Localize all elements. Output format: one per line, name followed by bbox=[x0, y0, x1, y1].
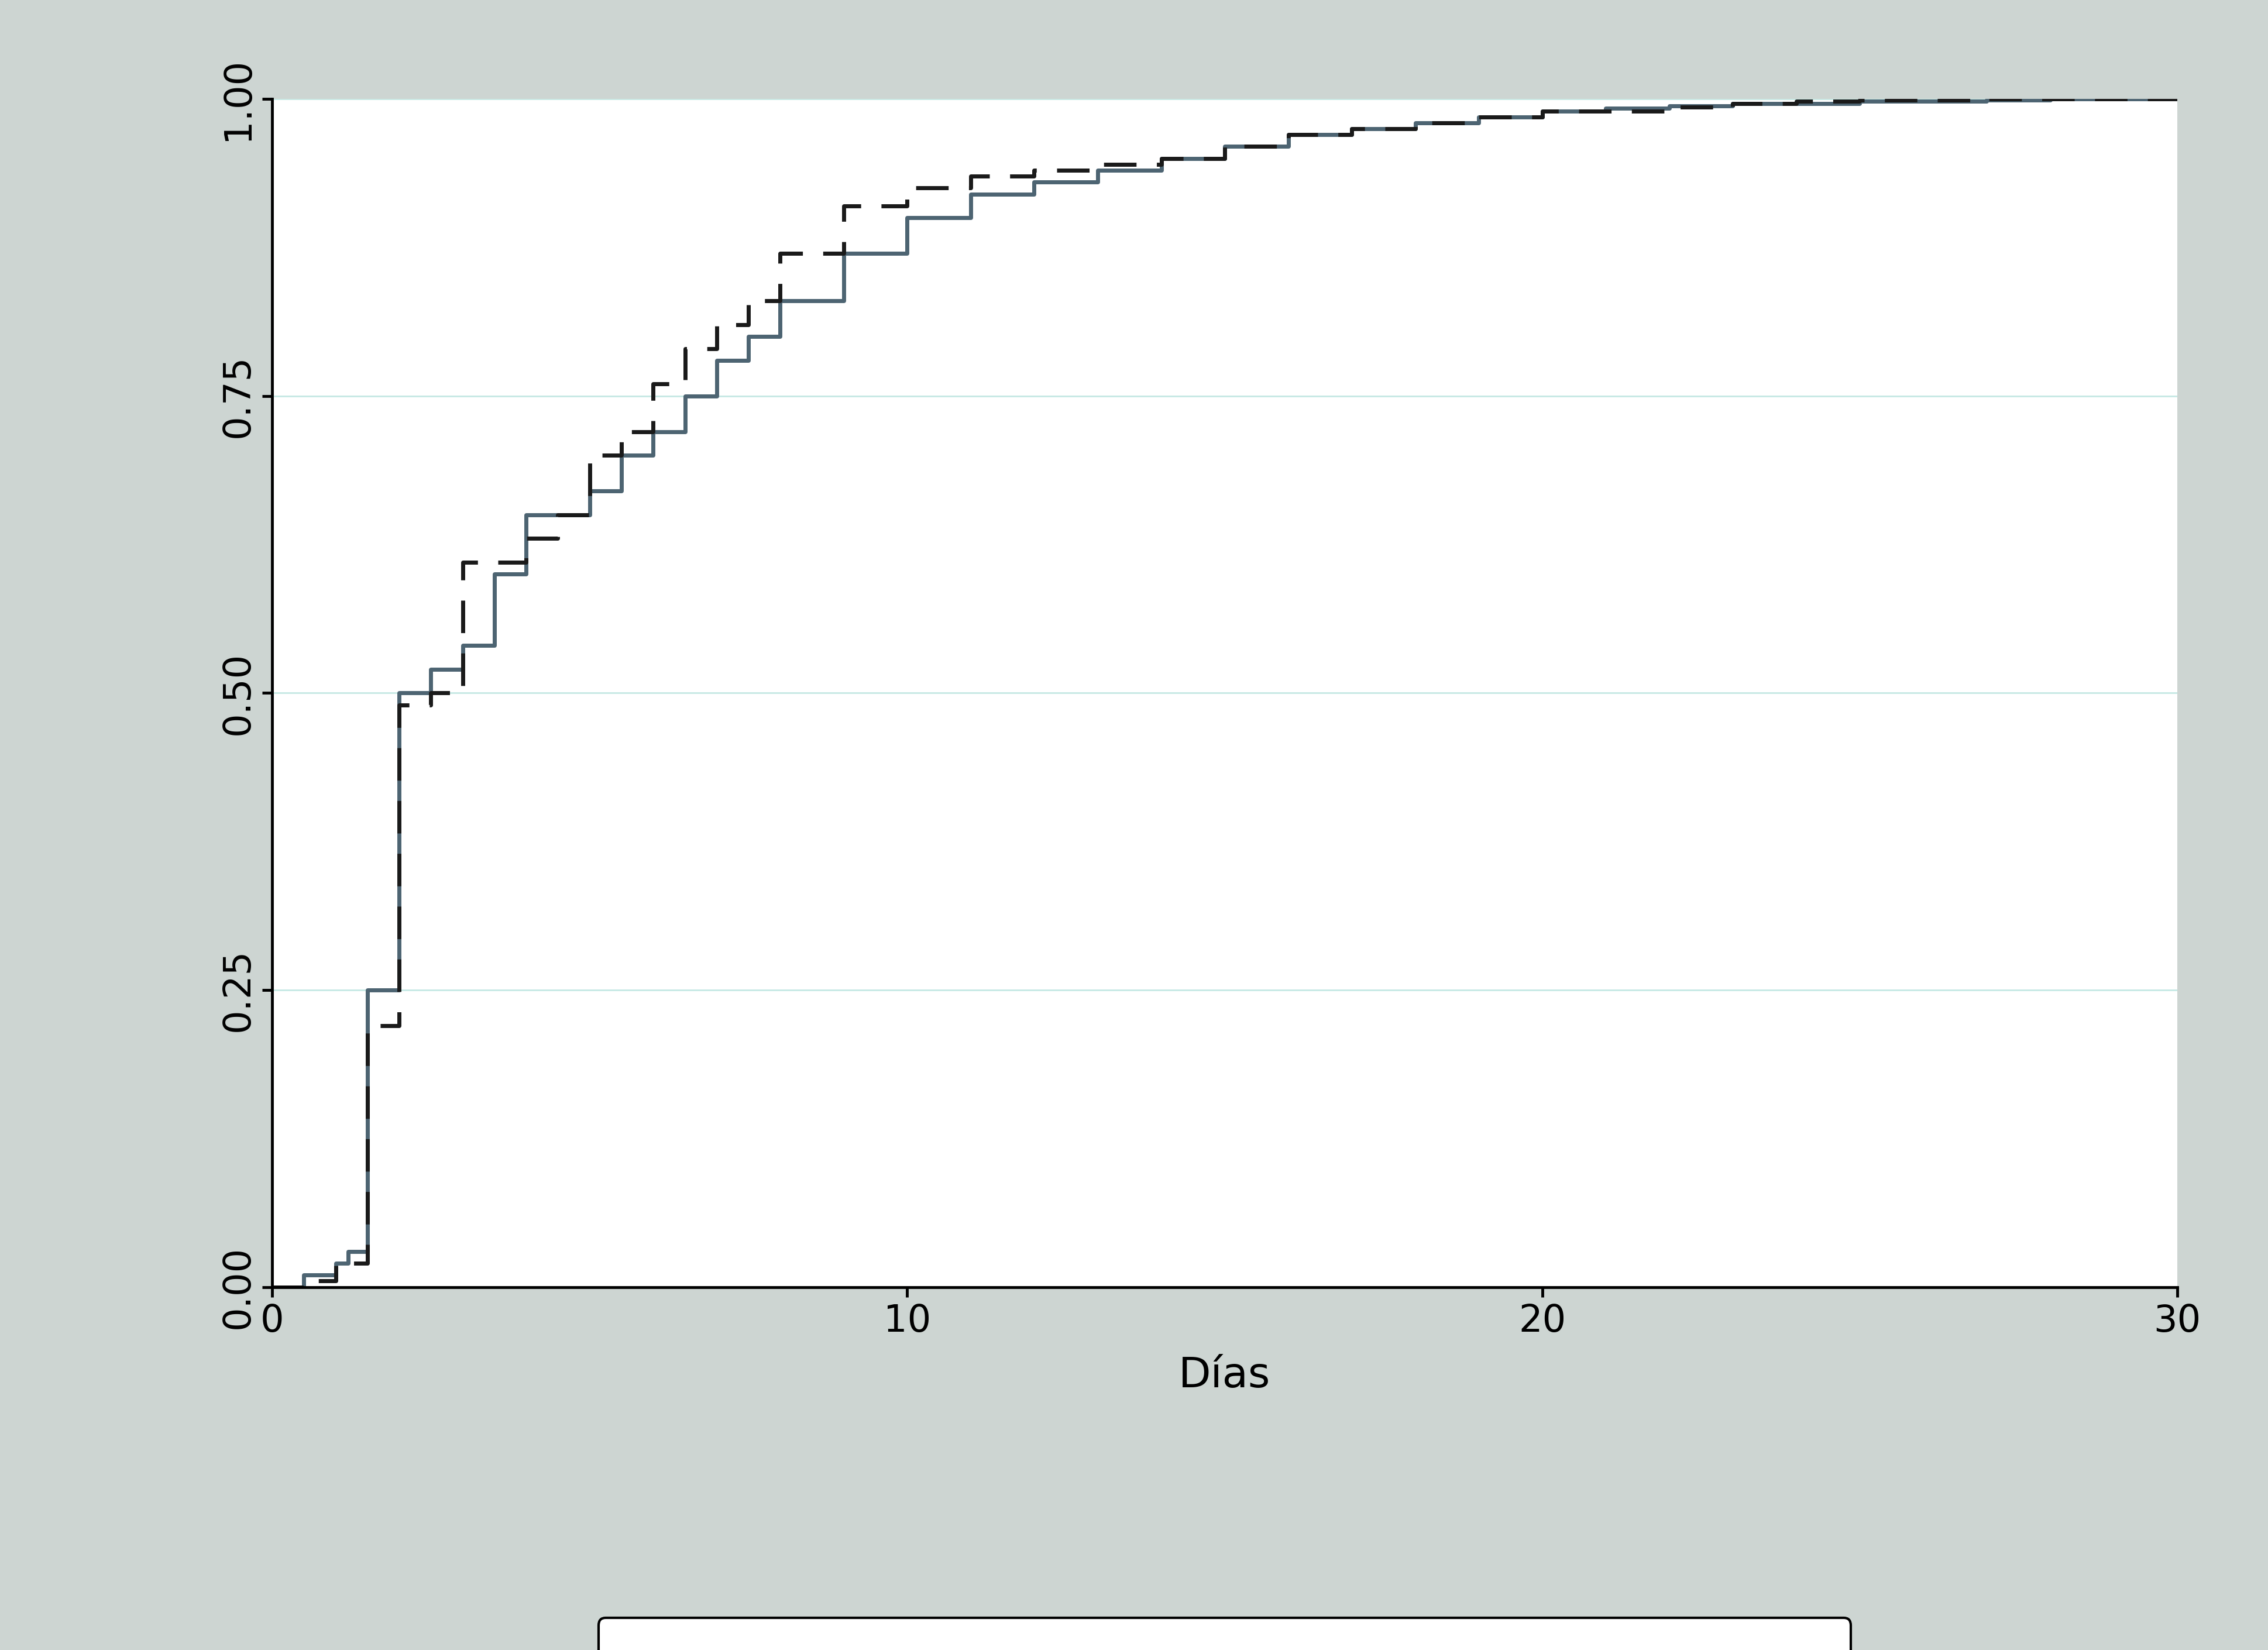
Legend: Sistema artesanal, Sistema comercial: Sistema artesanal, Sistema comercial bbox=[599, 1619, 1851, 1650]
X-axis label: Días: Días bbox=[1179, 1356, 1270, 1396]
